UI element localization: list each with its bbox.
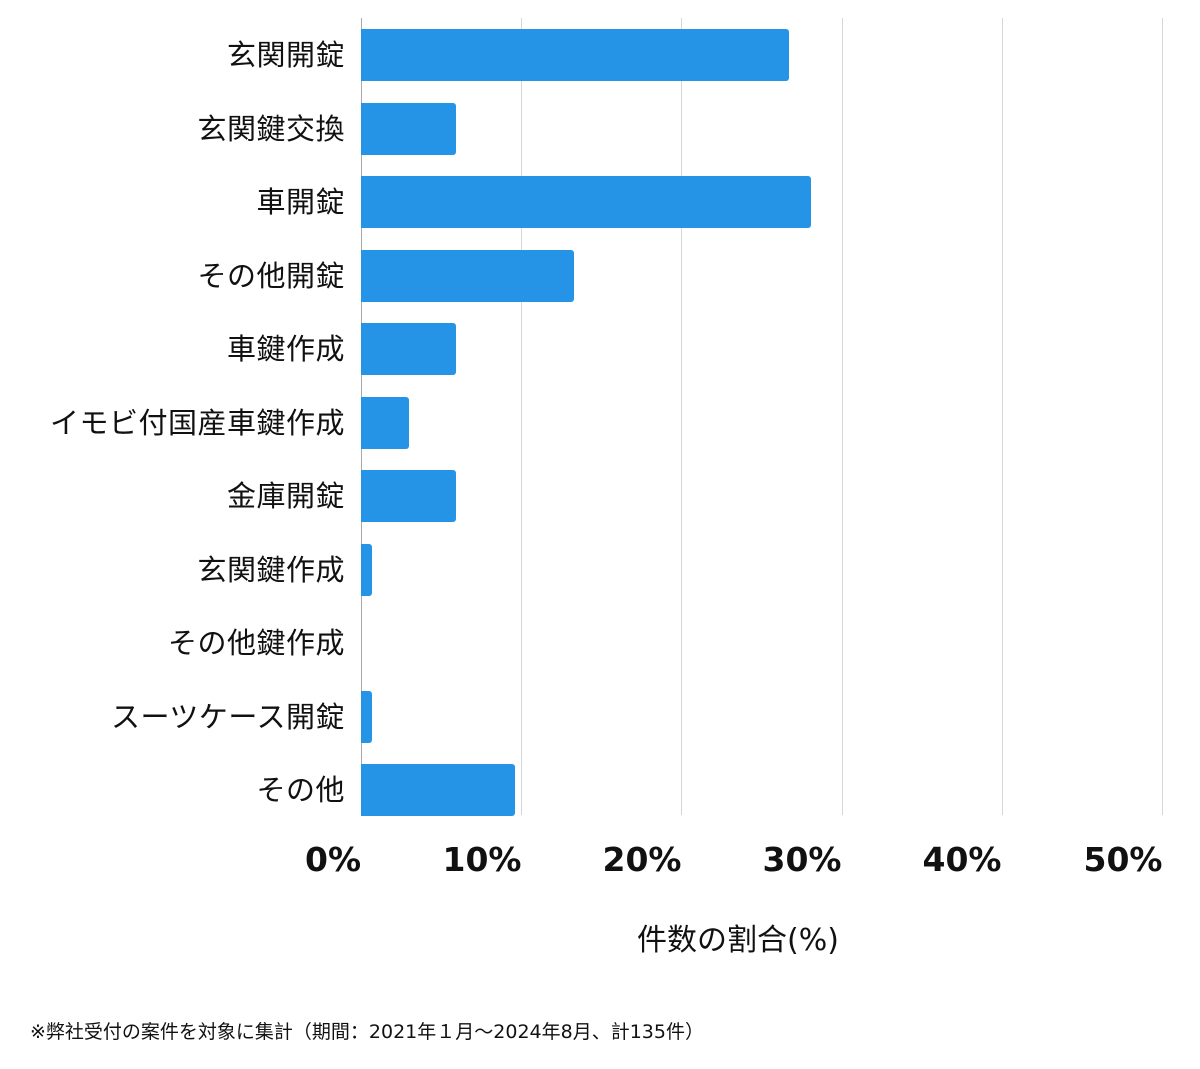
- category-label: スーツケース開錠: [111, 700, 345, 734]
- category-label: その他鍵作成: [167, 626, 345, 660]
- plot-area: [361, 18, 1163, 816]
- bar: [361, 470, 456, 522]
- category-label: 金庫開錠: [226, 479, 345, 513]
- bar: [361, 397, 410, 449]
- x-tick-label: 30%: [762, 840, 842, 879]
- category-label: 玄関鍵交換: [197, 112, 345, 146]
- x-tick-label: 0%: [304, 840, 362, 879]
- x-tick-label: 20%: [602, 840, 682, 879]
- bar: [361, 176, 812, 228]
- gridline-20: [681, 18, 682, 815]
- category-label: その他: [256, 773, 345, 807]
- x-axis-title: 件数の割合(%): [637, 923, 839, 958]
- category-label: 車開錠: [256, 185, 345, 219]
- x-tick-label: 40%: [922, 840, 1002, 879]
- bar: [361, 250, 575, 302]
- bar: [361, 691, 373, 743]
- gridline-40: [1002, 18, 1003, 815]
- category-label: 車鍵作成: [226, 332, 345, 366]
- gridline-30: [842, 18, 843, 815]
- gridline-50: [1162, 18, 1163, 815]
- category-label: 玄関鍵作成: [197, 553, 345, 587]
- category-label: イモビ付国産車鍵作成: [49, 406, 345, 440]
- footnote: ※弊社受付の案件を対象に集計（期間：2021年１月～2024年8月、計135件）: [30, 1021, 704, 1043]
- gridline-10: [521, 18, 522, 815]
- bar: [361, 323, 456, 375]
- bar: [361, 764, 515, 816]
- x-tick-label: 10%: [442, 840, 522, 879]
- category-label: その他開錠: [197, 259, 345, 293]
- x-tick-label: 50%: [1083, 840, 1163, 879]
- category-label: 玄関開錠: [226, 38, 345, 72]
- bar: [361, 103, 456, 155]
- bar: [361, 544, 373, 596]
- bar: [361, 29, 789, 81]
